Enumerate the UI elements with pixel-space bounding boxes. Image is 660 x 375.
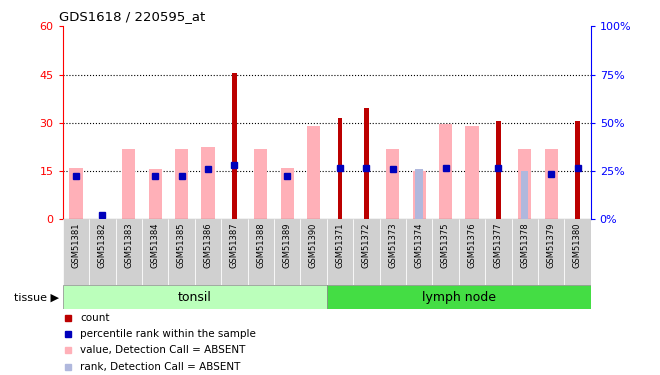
Text: GSM51377: GSM51377 [494,223,503,268]
Bar [307,126,320,219]
Text: rank, Detection Call = ABSENT: rank, Detection Call = ABSENT [81,362,241,372]
Text: GSM51384: GSM51384 [150,223,160,268]
Bar [512,219,538,285]
Text: GSM51385: GSM51385 [177,223,186,268]
Text: GSM51379: GSM51379 [546,223,556,268]
Bar [379,219,406,285]
Text: GSM51374: GSM51374 [414,223,424,268]
Text: GSM51382: GSM51382 [98,223,107,268]
Text: GSM51373: GSM51373 [388,223,397,268]
Bar [412,171,426,219]
Bar [300,219,327,285]
Bar [337,118,343,219]
Text: GSM51390: GSM51390 [309,223,318,268]
Text: GSM51372: GSM51372 [362,223,371,268]
Bar [63,219,89,285]
Bar [353,219,380,285]
Bar [575,121,580,219]
Text: count: count [81,313,110,322]
Bar [364,108,369,219]
Bar [406,219,432,285]
Bar [115,219,142,285]
Bar [280,168,294,219]
Text: tonsil: tonsil [178,291,212,304]
Bar [416,170,423,219]
Bar [465,126,478,219]
Bar [142,219,168,285]
Text: GSM51388: GSM51388 [256,223,265,268]
Bar [63,285,327,309]
Bar [168,219,195,285]
Bar [254,148,267,219]
Bar [496,121,501,219]
Text: value, Detection Call = ABSENT: value, Detection Call = ABSENT [81,345,246,355]
Text: GSM51387: GSM51387 [230,223,239,268]
Bar [432,219,459,285]
Text: GSM51381: GSM51381 [71,223,81,268]
Text: GSM51378: GSM51378 [520,223,529,268]
Bar [69,168,82,219]
Bar [521,171,529,219]
Bar [175,148,188,219]
Bar [195,219,221,285]
Bar [518,148,531,219]
Bar [439,124,452,219]
Text: GSM51389: GSM51389 [282,223,292,268]
Text: GSM51371: GSM51371 [335,223,345,268]
Text: GSM51383: GSM51383 [124,223,133,268]
Bar [538,219,564,285]
Bar [201,147,214,219]
Text: GSM51386: GSM51386 [203,223,213,268]
Bar [459,219,485,285]
Bar [386,148,399,219]
Bar [221,219,248,285]
Bar [148,170,162,219]
Bar [122,148,135,219]
Bar [89,219,116,285]
Text: GSM51376: GSM51376 [467,223,477,268]
Bar [327,219,353,285]
Text: percentile rank within the sample: percentile rank within the sample [81,329,256,339]
Bar [485,219,512,285]
Bar [232,73,237,219]
Text: tissue ▶: tissue ▶ [15,292,59,302]
Bar [327,285,591,309]
Text: lymph node: lymph node [422,291,496,304]
Text: GSM51375: GSM51375 [441,223,450,268]
Bar [564,219,591,285]
Bar [248,219,274,285]
Bar [274,219,300,285]
Text: GDS1618 / 220595_at: GDS1618 / 220595_at [59,10,206,23]
Text: GSM51380: GSM51380 [573,223,582,268]
Bar [544,148,558,219]
